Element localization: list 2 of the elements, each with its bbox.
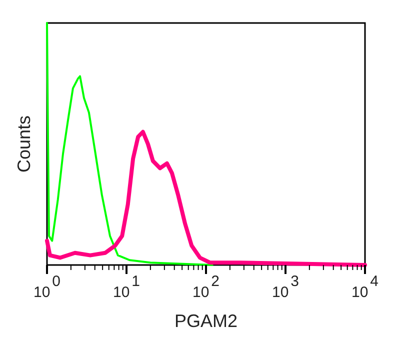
y-axis-title: Counts bbox=[14, 115, 34, 173]
x-axis-title: PGAM2 bbox=[174, 311, 238, 331]
